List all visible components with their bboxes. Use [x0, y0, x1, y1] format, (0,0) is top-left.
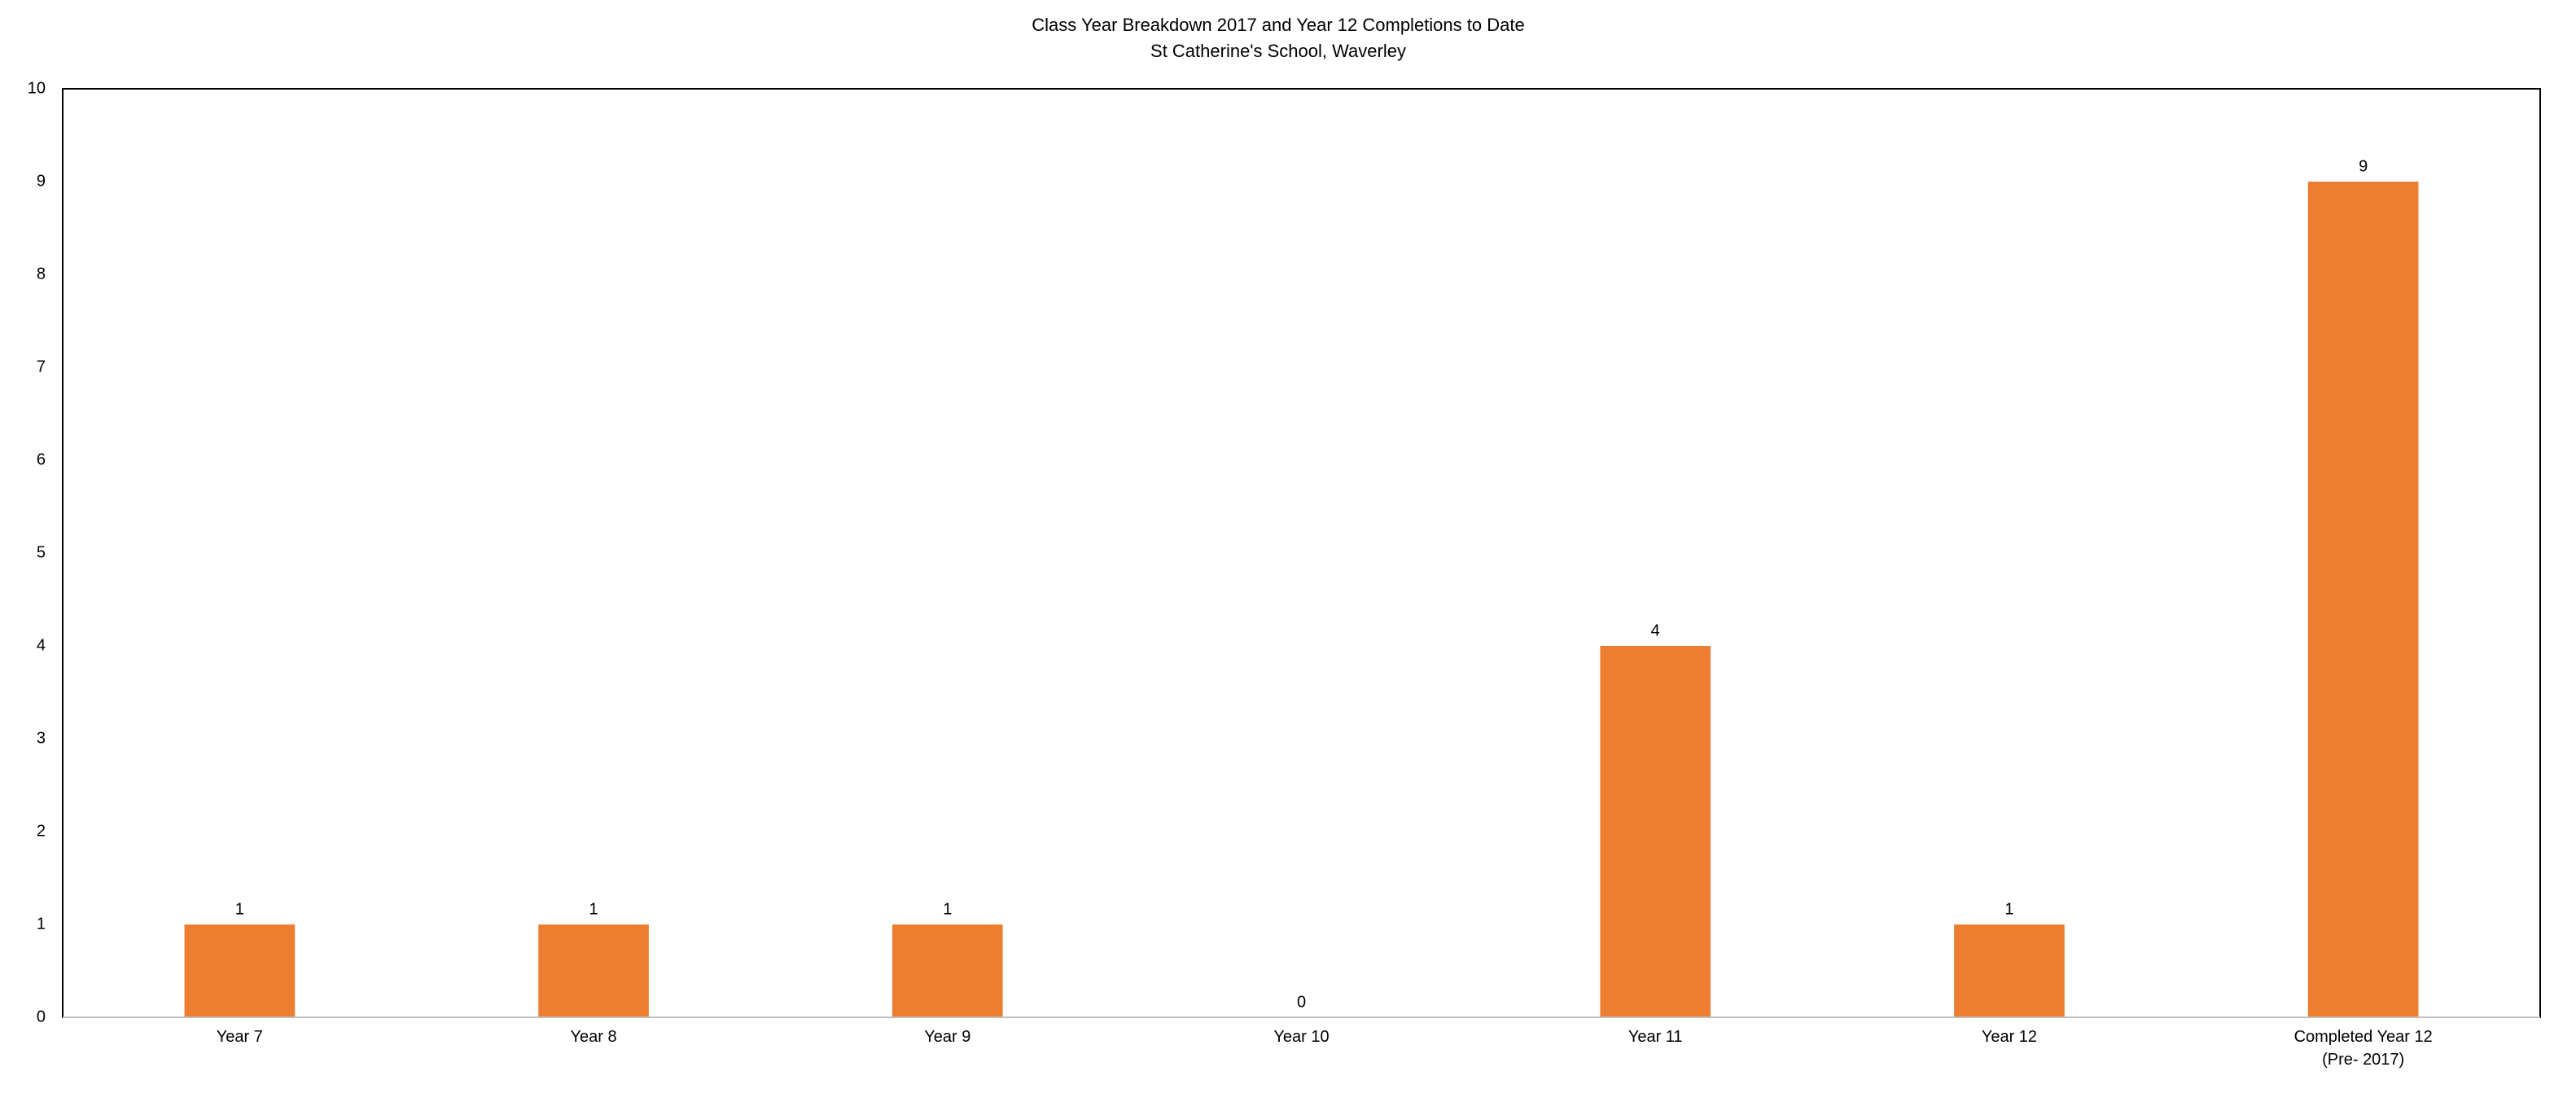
- bar: [1600, 646, 1711, 1017]
- y-tick-label: 9: [37, 172, 46, 190]
- x-tick-label: Completed Year 12 (Pre- 2017): [2293, 1028, 2433, 1069]
- value-label: 9: [2359, 157, 2368, 175]
- y-tick-label: 4: [37, 636, 46, 654]
- y-tick-label: 2: [37, 822, 46, 840]
- x-tick-label: Year 8: [570, 1028, 617, 1046]
- x-tick-label: Year 11: [1628, 1028, 1683, 1046]
- y-tick-label: 7: [37, 358, 46, 375]
- value-label: 1: [2004, 900, 2013, 918]
- bar: [184, 924, 296, 1017]
- x-tick-label: Year 12: [1981, 1028, 2038, 1046]
- y-tick-label: 5: [37, 543, 46, 561]
- bar: [2307, 182, 2419, 1017]
- y-tick-label: 8: [37, 265, 46, 283]
- bar: [538, 924, 649, 1017]
- y-tick-label: 1: [37, 915, 46, 933]
- y-tick-label: 6: [37, 450, 46, 468]
- value-label: 1: [235, 900, 244, 918]
- value-label: 1: [589, 900, 598, 918]
- y-tick-label: 10: [28, 79, 46, 97]
- value-label: 0: [1297, 993, 1306, 1011]
- x-tick-label: Year 9: [924, 1028, 971, 1046]
- y-tick-label: 0: [37, 1008, 46, 1025]
- bar: [892, 924, 1003, 1017]
- y-tick-label: 3: [37, 729, 46, 747]
- value-label: 4: [1651, 621, 1660, 639]
- x-tick-label: Year 7: [216, 1028, 263, 1046]
- value-label: 1: [943, 900, 952, 918]
- chart-title: Class Year Breakdown 2017 and Year 12 Co…: [1032, 15, 1524, 35]
- bar: [1954, 924, 2065, 1017]
- x-tick-label: Year 10: [1273, 1028, 1330, 1046]
- chart-subtitle: St Catherine's School, Waverley: [1150, 41, 1406, 61]
- plot-frame: [62, 88, 2541, 1018]
